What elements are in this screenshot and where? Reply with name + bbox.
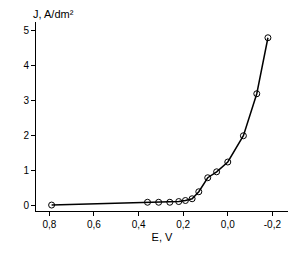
svg-text:0,8: 0,8 <box>42 219 56 230</box>
svg-text:0,0: 0,0 <box>221 219 235 230</box>
svg-text:1: 1 <box>23 165 29 176</box>
svg-text:0,4: 0,4 <box>132 219 146 230</box>
svg-text:5: 5 <box>23 25 29 36</box>
svg-text:3: 3 <box>23 95 29 106</box>
svg-text:4: 4 <box>23 60 29 71</box>
svg-text:0: 0 <box>23 200 29 211</box>
svg-text:2: 2 <box>23 130 29 141</box>
svg-text:-0,2: -0,2 <box>264 219 282 230</box>
svg-text:0,6: 0,6 <box>87 219 101 230</box>
svg-text:0,2: 0,2 <box>176 219 190 230</box>
svg-text:E, V: E, V <box>152 231 173 243</box>
svg-text:J, A/dm²: J, A/dm² <box>33 8 74 20</box>
